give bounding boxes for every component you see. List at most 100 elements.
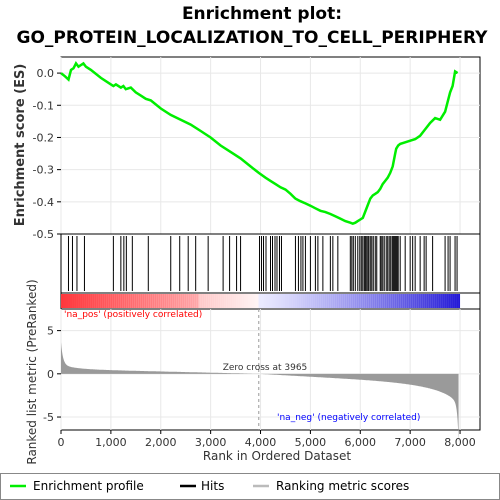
x-tick-label: 6,000 bbox=[345, 436, 377, 449]
rank-band-segment bbox=[310, 294, 313, 308]
rank-band-segment bbox=[278, 294, 281, 308]
rank-band-segment bbox=[222, 294, 225, 308]
rank-band-segment bbox=[294, 294, 297, 308]
rank-band-segment bbox=[68, 294, 71, 308]
rank-band-segment bbox=[234, 294, 237, 308]
rank-band-segment bbox=[258, 294, 261, 308]
rank-band-segment bbox=[220, 294, 223, 308]
rank-band-segment bbox=[150, 294, 153, 308]
rank-band-segment bbox=[306, 294, 309, 308]
rank-band-segment bbox=[122, 294, 125, 308]
rank-band-segment bbox=[346, 294, 349, 308]
rank-band-segment bbox=[350, 294, 353, 308]
legend-box bbox=[0, 473, 500, 500]
rank-band-segment bbox=[136, 294, 139, 308]
metric-y-tick-label: 5 bbox=[47, 325, 54, 338]
rank-band-segment bbox=[414, 294, 417, 308]
rank-band-segment bbox=[76, 294, 79, 308]
rank-band-segment bbox=[372, 294, 375, 308]
rank-band-segment bbox=[270, 294, 273, 308]
x-tick-label: 8,000 bbox=[444, 436, 476, 449]
rank-band-segment bbox=[120, 294, 123, 308]
rank-band-segment bbox=[140, 294, 143, 308]
rank-band-segment bbox=[96, 294, 99, 308]
rank-band-segment bbox=[356, 294, 359, 308]
rank-band-segment bbox=[280, 294, 283, 308]
rank-band-segment bbox=[378, 294, 381, 308]
rank-band-segment bbox=[276, 294, 279, 308]
x-tick-label: 7,000 bbox=[394, 436, 426, 449]
rank-band-segment bbox=[260, 294, 263, 308]
rank-band-segment bbox=[110, 294, 113, 308]
rank-band-segment bbox=[242, 294, 245, 308]
rank-band-segment bbox=[162, 294, 165, 308]
rank-band-segment bbox=[434, 294, 437, 308]
rank-band-segment bbox=[238, 294, 241, 308]
rank-band-segment bbox=[266, 294, 269, 308]
rank-band-segment bbox=[450, 294, 453, 308]
rank-band-segment bbox=[100, 294, 103, 308]
rank-band-segment bbox=[160, 294, 163, 308]
rank-band-segment bbox=[156, 294, 159, 308]
rank-band-segment bbox=[72, 294, 75, 308]
rank-band-segment bbox=[392, 294, 395, 308]
es-curve bbox=[60, 61, 459, 226]
rank-band-segment bbox=[342, 294, 345, 308]
rank-band-segment bbox=[138, 294, 141, 308]
rank-band-segment bbox=[438, 294, 441, 308]
es-y-axis-label: Enrichment score (ES) bbox=[13, 64, 28, 227]
rank-band-segment bbox=[166, 294, 169, 308]
rank-band-segment bbox=[376, 294, 379, 308]
rank-band-segment bbox=[154, 294, 157, 308]
rank-band-segment bbox=[168, 294, 171, 308]
rank-band-segment bbox=[322, 294, 325, 308]
rank-band-segment bbox=[332, 294, 335, 308]
rank-band-segment bbox=[126, 294, 129, 308]
rank-band-segment bbox=[230, 294, 233, 308]
rank-band-segment bbox=[296, 294, 299, 308]
rank-band-segment bbox=[200, 294, 203, 308]
metric-y-axis: 5 0 -5 bbox=[43, 325, 61, 424]
rank-band-segment bbox=[424, 294, 427, 308]
rank-band-segment bbox=[212, 294, 215, 308]
rank-band-segment bbox=[192, 294, 195, 308]
rank-band-segment bbox=[354, 294, 357, 308]
rank-band-segment bbox=[458, 294, 461, 308]
rank-band-segment bbox=[406, 294, 409, 308]
rank-band-segment bbox=[352, 294, 355, 308]
rank-band-segment bbox=[442, 294, 445, 308]
rank-band-segment bbox=[144, 294, 147, 308]
rank-band-segment bbox=[70, 294, 73, 308]
rank-band-segment bbox=[236, 294, 239, 308]
rank-band-segment bbox=[284, 294, 287, 308]
es-y-tick-label: -0.3 bbox=[33, 164, 54, 177]
rank-band-segment bbox=[404, 294, 407, 308]
rank-band-segment bbox=[216, 294, 219, 308]
x-axis-label: Rank in Ordered Dataset bbox=[203, 449, 351, 463]
rank-band-segment bbox=[244, 294, 247, 308]
rank-band-segment bbox=[214, 294, 217, 308]
rank-band-segment bbox=[440, 294, 443, 308]
rank-band-segment bbox=[124, 294, 127, 308]
rank-band-segment bbox=[274, 294, 277, 308]
rank-band-segment bbox=[210, 294, 213, 308]
rank-band-segment bbox=[412, 294, 415, 308]
metric-y-axis-label: Ranked list metric (PreRanked) bbox=[25, 279, 39, 464]
rank-band-segment bbox=[428, 294, 431, 308]
rank-color-band bbox=[61, 294, 461, 308]
rank-band-segment bbox=[206, 294, 209, 308]
rank-band-segment bbox=[370, 294, 373, 308]
hit-markers bbox=[67, 236, 458, 291]
rank-band-segment bbox=[366, 294, 369, 308]
rank-band-segment bbox=[61, 294, 63, 308]
rank-band-segment bbox=[114, 294, 117, 308]
rank-band-segment bbox=[400, 294, 403, 308]
rank-band-segment bbox=[288, 294, 291, 308]
rank-band-segment bbox=[108, 294, 111, 308]
rank-band-segment bbox=[386, 294, 389, 308]
rank-band-segment bbox=[132, 294, 135, 308]
rank-band-segment bbox=[454, 294, 457, 308]
rank-band-segment bbox=[348, 294, 351, 308]
rank-band-segment bbox=[190, 294, 193, 308]
